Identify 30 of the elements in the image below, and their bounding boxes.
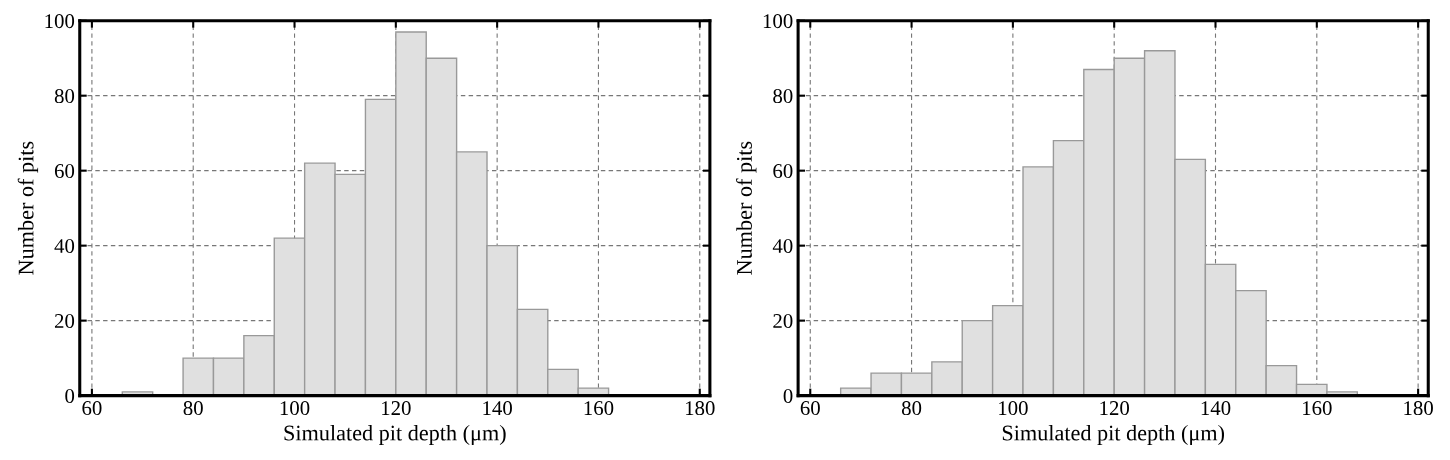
- y-tick-label: 20: [54, 313, 75, 329]
- y-tick-label: 40: [54, 239, 75, 254]
- x-tick-label: 100: [280, 401, 310, 416]
- y-tick-label: 0: [783, 388, 793, 404]
- y-axis-title: Number of pits: [17, 141, 39, 275]
- y-tick-label: 20: [773, 313, 793, 329]
- x-tick-label: 180: [685, 401, 715, 416]
- x-tick-label: 120: [1100, 401, 1130, 416]
- y-tick-label: 60: [54, 164, 75, 179]
- y-tick-label: 40: [772, 239, 793, 254]
- y-tick-label: 100: [45, 14, 75, 29]
- x-tick-label: 60: [800, 401, 820, 416]
- x-tick-label: 60: [82, 401, 102, 416]
- x-tick-label: 140: [483, 401, 512, 416]
- x-tick-label: 180: [1404, 401, 1433, 416]
- y-tick-label: 60: [773, 164, 793, 179]
- x-tick-label: 160: [1303, 401, 1332, 416]
- x-tick-label: 80: [183, 401, 203, 416]
- y-tick-label: 100: [763, 14, 793, 29]
- y-tick-label: 80: [54, 89, 75, 104]
- x-tick-label: 100: [999, 401, 1028, 416]
- x-axis-title: Simulated pit depth (μm): [1002, 424, 1225, 446]
- x-tick-label: 160: [584, 401, 614, 416]
- x-tick-label: 140: [1201, 401, 1231, 416]
- y-tick-label: 80: [773, 89, 793, 104]
- x-tick-label: 80: [901, 401, 922, 416]
- x-axis-title: Simulated pit depth (μm): [284, 424, 506, 446]
- x-tick-label: 120: [382, 401, 411, 416]
- y-axis-title: Number of pits: [736, 141, 757, 275]
- y-tick-label: 0: [65, 388, 75, 404]
